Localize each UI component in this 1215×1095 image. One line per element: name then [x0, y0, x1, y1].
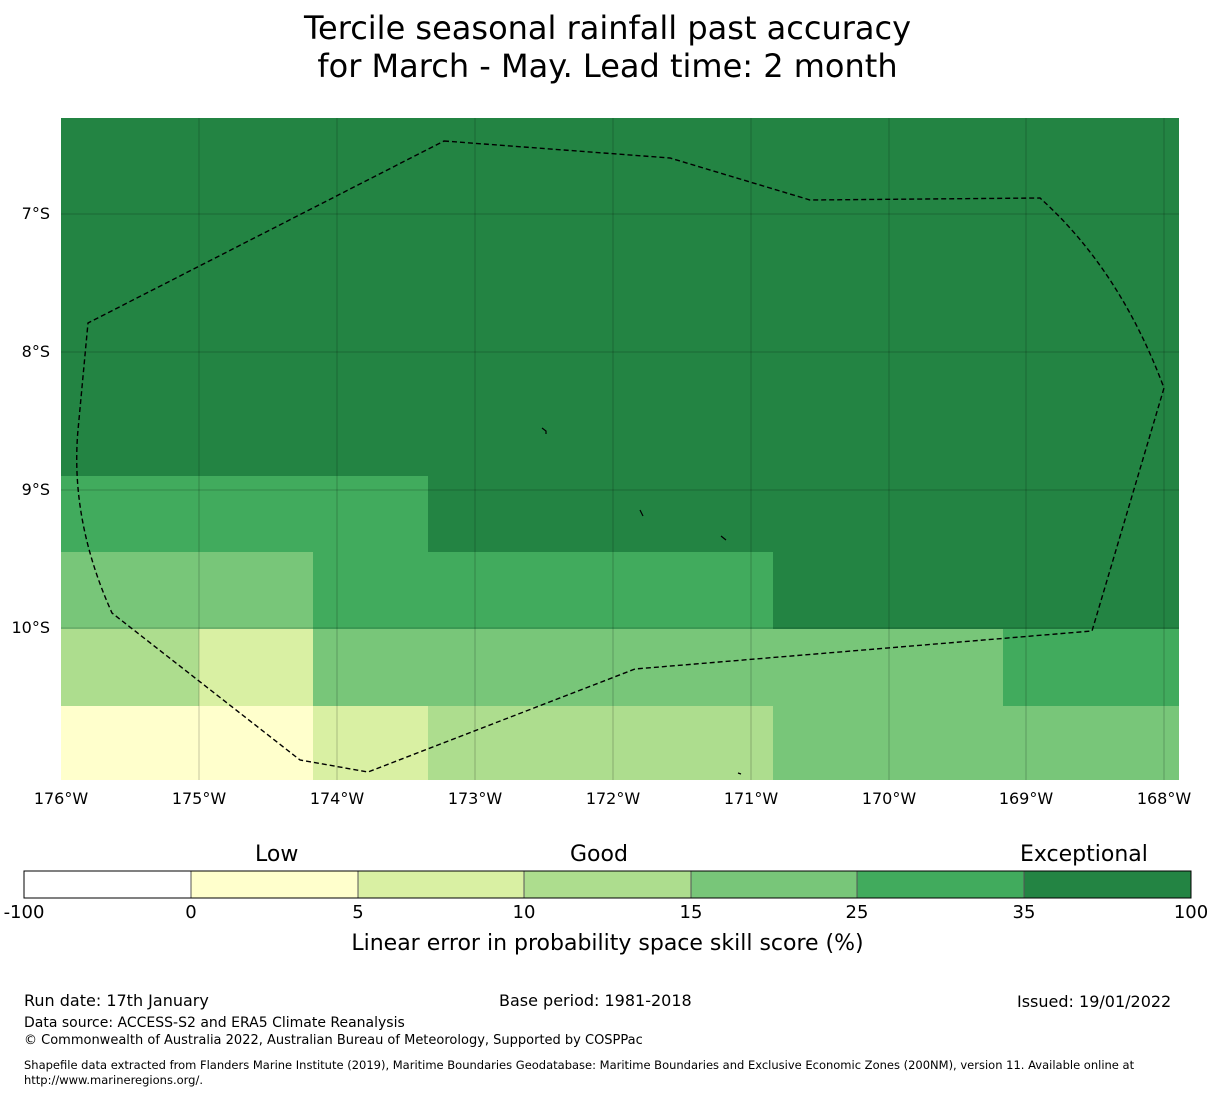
colorbar-tick-35: 35 — [1012, 902, 1036, 923]
colorbar-swatch-25-35 — [857, 871, 1024, 898]
skill-cell-10-15-south — [428, 706, 773, 780]
skill-cell-25-35-east — [1003, 629, 1179, 706]
island-4 — [737, 772, 742, 775]
colorbar-frame — [23, 870, 1192, 899]
lon-label-174w: 174°W — [309, 789, 365, 808]
colorbar-tick-10: 10 — [512, 902, 536, 923]
island-1 — [541, 427, 547, 434]
colorbar-tick-25: 25 — [845, 902, 869, 923]
data-source: Data source: ACCESS-S2 and ERA5 Climate … — [24, 1015, 405, 1031]
skill-cell-0-5-southwest — [61, 706, 313, 780]
skill-cell-5-10-south — [313, 706, 428, 780]
colorbar-tick-100: 100 — [1173, 902, 1209, 923]
run-date: Run date: 17th January — [24, 991, 209, 1010]
copyright: © Commonwealth of Australia 2022, Austra… — [24, 1033, 643, 1048]
colorbar-swatch-15-25 — [691, 871, 857, 898]
base-period: Base period: 1981-2018 — [499, 991, 692, 1010]
lat-label-8s: 8°S — [21, 342, 50, 361]
island-3 — [720, 535, 727, 541]
colorbar-label: Linear error in probability space skill … — [351, 931, 864, 956]
colorbar-swatch-0-5 — [191, 871, 358, 898]
shapefile-url: http://www.marineregions.org/. — [24, 1073, 203, 1087]
colorbar-category-exceptional: Exceptional — [1020, 842, 1148, 867]
lon-label-176w: 176°W — [33, 789, 89, 808]
colorbar-tick-0: 0 — [185, 902, 197, 923]
issued-date: Issued: 19/01/2022 — [1017, 992, 1172, 1011]
colorbar-tick-neg100: -100 — [3, 902, 45, 923]
lon-label-171w: 171°W — [723, 789, 779, 808]
lon-label-175w: 175°W — [171, 789, 227, 808]
lon-label-173w: 173°W — [447, 789, 503, 808]
colorbar-category-good: Good — [570, 842, 628, 867]
skill-cell-10-15-west — [61, 629, 199, 706]
lat-label-7s: 7°S — [21, 204, 50, 223]
skill-cell-15-25-southeast — [773, 706, 1179, 780]
lat-label-9s: 9°S — [21, 480, 50, 499]
skill-cell-5-10-west — [199, 629, 313, 706]
lon-label-169w: 169°W — [998, 789, 1054, 808]
colorbar-category-low: Low — [255, 842, 299, 867]
lon-label-168w: 168°W — [1136, 789, 1192, 808]
lat-label-10s: 10°S — [11, 618, 50, 637]
lon-label-172w: 172°W — [585, 789, 641, 808]
title-line-1: Tercile seasonal rainfall past accuracy — [303, 9, 912, 47]
shapefile-credit: Shapefile data extracted from Flanders M… — [24, 1058, 1135, 1072]
lon-label-170w: 170°W — [861, 789, 917, 808]
colorbar — [23, 870, 1192, 899]
skill-cell-25-35-west — [61, 476, 428, 552]
colorbar-tick-15: 15 — [679, 902, 703, 923]
skill-map — [61, 118, 1179, 780]
colorbar-tick-5: 5 — [352, 902, 364, 923]
colorbar-swatch-5-10 — [358, 871, 524, 898]
title-line-2: for March - May. Lead time: 2 month — [317, 47, 898, 85]
map-gridlines — [61, 118, 1179, 780]
island-2 — [639, 509, 644, 517]
colorbar-swatch-10-15 — [524, 871, 691, 898]
colorbar-swatch-35-100 — [1024, 871, 1191, 898]
skill-cell-25-35-center — [313, 552, 773, 629]
colorbar-swatch-neg100-0 — [24, 871, 191, 898]
